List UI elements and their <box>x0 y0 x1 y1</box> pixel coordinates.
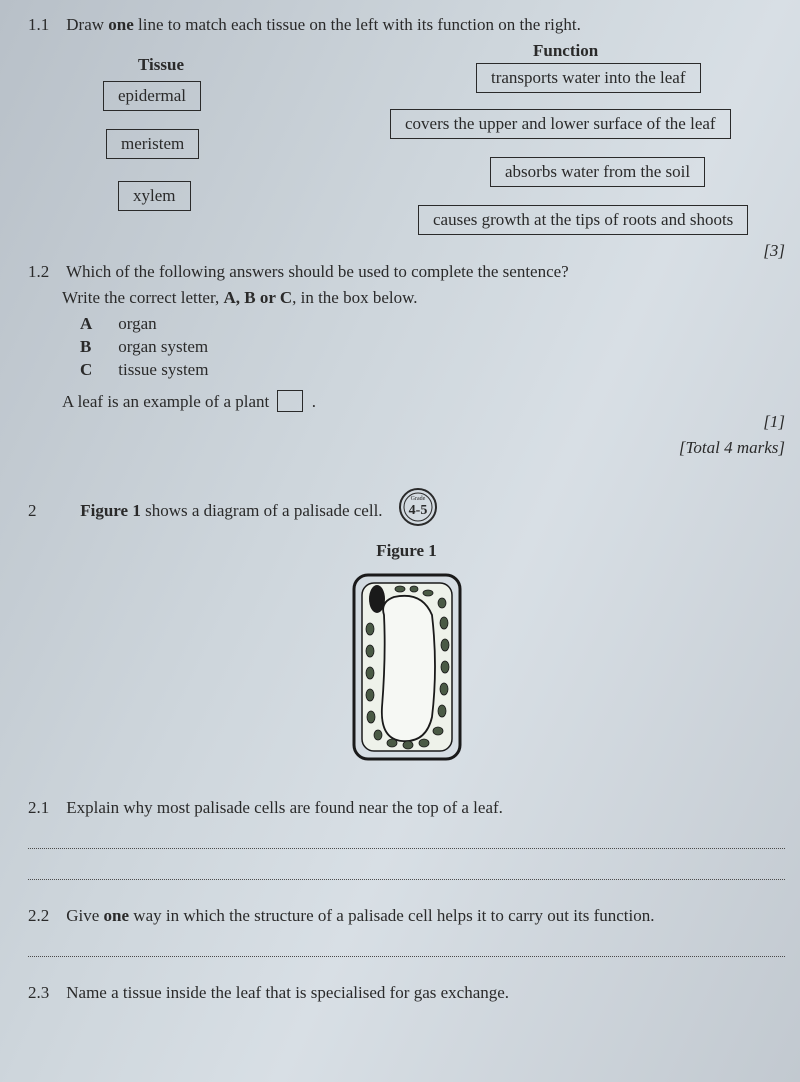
q2-head-after: shows a diagram of a palisade cell. <box>141 501 383 520</box>
option-b-row: B organ system <box>80 337 785 357</box>
q12-number: 1.2 <box>28 262 62 282</box>
q22-number: 2.2 <box>28 906 62 926</box>
q21-number: 2.1 <box>28 798 62 818</box>
function-box-1[interactable]: transports water into the leaf <box>476 63 701 93</box>
answer-line[interactable] <box>28 848 785 849</box>
figure-1-label: Figure 1 <box>28 541 785 561</box>
q12-fill-before: A leaf is an example of a plant <box>62 392 273 411</box>
tissue-heading: Tissue <box>138 55 184 75</box>
q22-row: 2.2 Give one way in which the structure … <box>28 906 785 926</box>
tissue-box-3[interactable]: xylem <box>118 181 191 211</box>
option-a-letter: A <box>80 314 114 334</box>
tissue-box-1[interactable]: epidermal <box>103 81 201 111</box>
option-c-text: tissue system <box>118 360 208 379</box>
q12-fill-after: . <box>312 392 316 411</box>
option-a-text: organ <box>118 314 156 333</box>
q12-line1: Which of the following answers should be… <box>66 262 569 281</box>
option-b-letter: B <box>80 337 114 357</box>
tissue-box-2[interactable]: meristem <box>106 129 199 159</box>
q12-line2-row: Write the correct letter, A, B or C, in … <box>62 288 785 308</box>
grade-badge-icon: Grade 4-5 <box>397 486 439 533</box>
q12-marks: [1] <box>763 412 785 432</box>
option-c-row: C tissue system <box>80 360 785 380</box>
figure-1-area: Figure 1 <box>28 541 785 772</box>
q11-match-area[interactable]: Tissue Function epidermal meristem xylem… <box>28 41 785 256</box>
q22-bold: one <box>104 906 130 925</box>
q11-number: 1.1 <box>28 15 62 35</box>
q2-head-row: 2 Figure 1 shows a diagram of a palisade… <box>28 486 785 533</box>
q2-head-bold: Figure 1 <box>80 501 141 520</box>
q11-prompt-after: line to match each tissue on the left wi… <box>134 15 581 34</box>
q23-number: 2.3 <box>28 983 62 1003</box>
q11-marks: [3] <box>763 241 785 261</box>
answer-line[interactable] <box>28 879 785 880</box>
option-a-row: A organ <box>80 314 785 334</box>
q12-line2-after: , in the box below. <box>292 288 417 307</box>
q21-row: 2.1 Explain why most palisade cells are … <box>28 798 785 818</box>
q23-text: Name a tissue inside the leaf that is sp… <box>66 983 509 1002</box>
option-c-letter: C <box>80 360 114 380</box>
q11-prompt-before: Draw <box>66 15 108 34</box>
answer-box[interactable] <box>277 390 303 412</box>
grade-top-text: Grade <box>410 496 425 502</box>
q12-block: 1.2 Which of the following answers shoul… <box>28 262 785 458</box>
q12-line2-before: Write the correct letter, <box>62 288 223 307</box>
q22-before: Give <box>66 906 103 925</box>
function-box-3[interactable]: absorbs water from the soil <box>490 157 705 187</box>
q12-line1-row: 1.2 Which of the following answers shoul… <box>28 262 785 282</box>
q12-fill-row: A leaf is an example of a plant . <box>62 390 785 412</box>
function-box-2[interactable]: covers the upper and lower surface of th… <box>390 109 731 139</box>
answer-line[interactable] <box>28 956 785 957</box>
q12-line2-letters: A, B or C <box>223 288 292 307</box>
function-box-4[interactable]: causes growth at the tips of roots and s… <box>418 205 748 235</box>
q23-row: 2.3 Name a tissue inside the leaf that i… <box>28 983 785 1003</box>
palisade-cell-diagram <box>342 567 472 767</box>
function-heading: Function <box>533 41 598 61</box>
q2-number: 2 <box>28 501 76 521</box>
option-b-text: organ system <box>118 337 208 356</box>
q21-text: Explain why most palisade cells are foun… <box>66 798 503 817</box>
q11-prompt: 1.1 Draw one line to match each tissue o… <box>28 15 785 35</box>
q1-total: [Total 4 marks] <box>28 438 785 458</box>
q11-prompt-bold: one <box>108 15 134 34</box>
grade-val-text: 4-5 <box>408 503 427 518</box>
q22-after: way in which the structure of a palisade… <box>129 906 654 925</box>
